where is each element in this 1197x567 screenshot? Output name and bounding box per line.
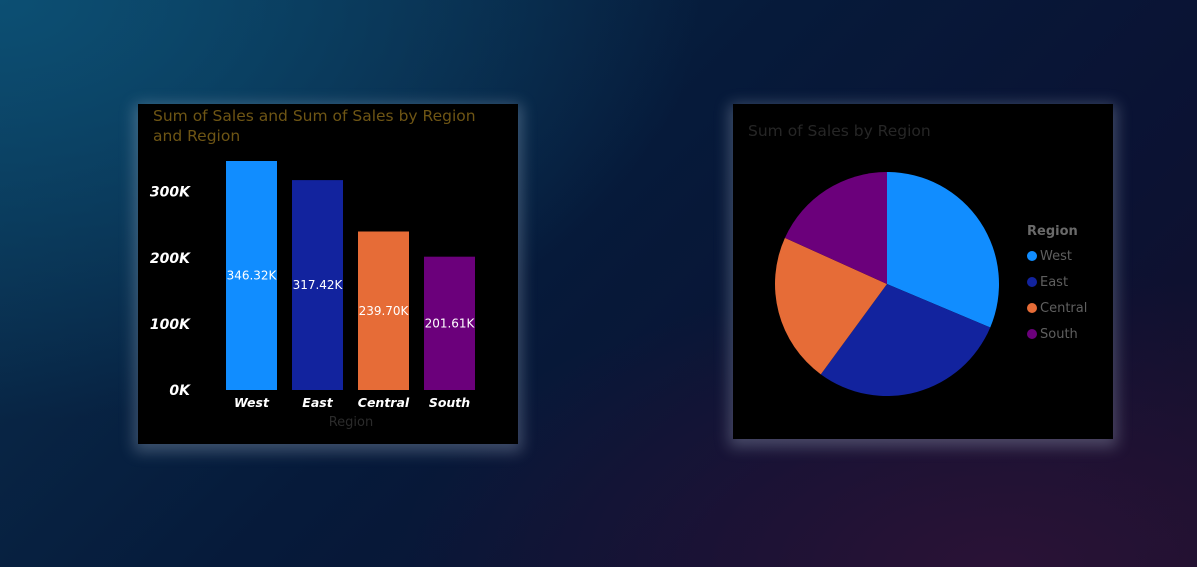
bar-chart: 0K 100K 200K 300K 346.32K West 317.42K East 239.… bbox=[150, 161, 476, 430]
data-label: 346.32K bbox=[227, 269, 278, 283]
y-tick-label: 100K bbox=[150, 317, 191, 333]
y-tick-label: 0K bbox=[169, 383, 191, 399]
legend-swatch bbox=[1027, 303, 1037, 313]
legend-label: West bbox=[1040, 248, 1072, 264]
legend-item-west[interactable]: West bbox=[1027, 243, 1087, 269]
legend-swatch bbox=[1027, 251, 1037, 261]
y-tick-label: 200K bbox=[150, 251, 191, 267]
legend-item-central[interactable]: Central bbox=[1027, 295, 1087, 321]
legend-label: East bbox=[1040, 274, 1069, 290]
legend-item-east[interactable]: East bbox=[1027, 269, 1087, 295]
legend-label: Central bbox=[1040, 300, 1088, 316]
bar-west[interactable] bbox=[226, 161, 277, 390]
bar-chart-title: Sum of Sales and Sum of Sales by Region … bbox=[153, 107, 476, 145]
data-label: 317.42K bbox=[293, 278, 344, 292]
legend-item-south[interactable]: South bbox=[1027, 321, 1087, 347]
pie-chart-title: Sum of Sales by Region bbox=[748, 122, 931, 140]
x-tick-label: West bbox=[234, 395, 270, 410]
pie-slice-central[interactable] bbox=[775, 237, 887, 375]
data-label: 239.70K bbox=[359, 304, 410, 318]
legend-label: South bbox=[1040, 326, 1078, 342]
sales-by-region-pie-chart-card[interactable]: Sum of Sales by Region Region West East Ce… bbox=[733, 104, 1113, 439]
legend-swatch bbox=[1027, 329, 1037, 339]
legend-title: Region bbox=[1027, 224, 1078, 239]
x-tick-label: South bbox=[429, 395, 470, 410]
bar-south[interactable] bbox=[424, 256, 475, 390]
pie-chart bbox=[775, 172, 999, 396]
x-axis-title: Region bbox=[329, 415, 374, 430]
pie-slice-south[interactable] bbox=[784, 172, 887, 284]
pie-legend: Region West East Central South bbox=[1027, 224, 1087, 347]
pie-slice-east[interactable] bbox=[820, 284, 991, 396]
data-label: 201.61K bbox=[425, 316, 476, 330]
bar-east[interactable] bbox=[292, 180, 343, 390]
legend-swatch bbox=[1027, 277, 1037, 287]
bar-central[interactable] bbox=[358, 231, 409, 390]
x-tick-label: East bbox=[302, 395, 333, 410]
x-tick-label: Central bbox=[358, 395, 410, 410]
y-tick-label: 300K bbox=[150, 185, 191, 201]
sales-by-region-bar-chart-card[interactable]: Sum of Sales and Sum of Sales by Region … bbox=[138, 104, 518, 444]
pie-slice-west[interactable] bbox=[887, 172, 999, 328]
